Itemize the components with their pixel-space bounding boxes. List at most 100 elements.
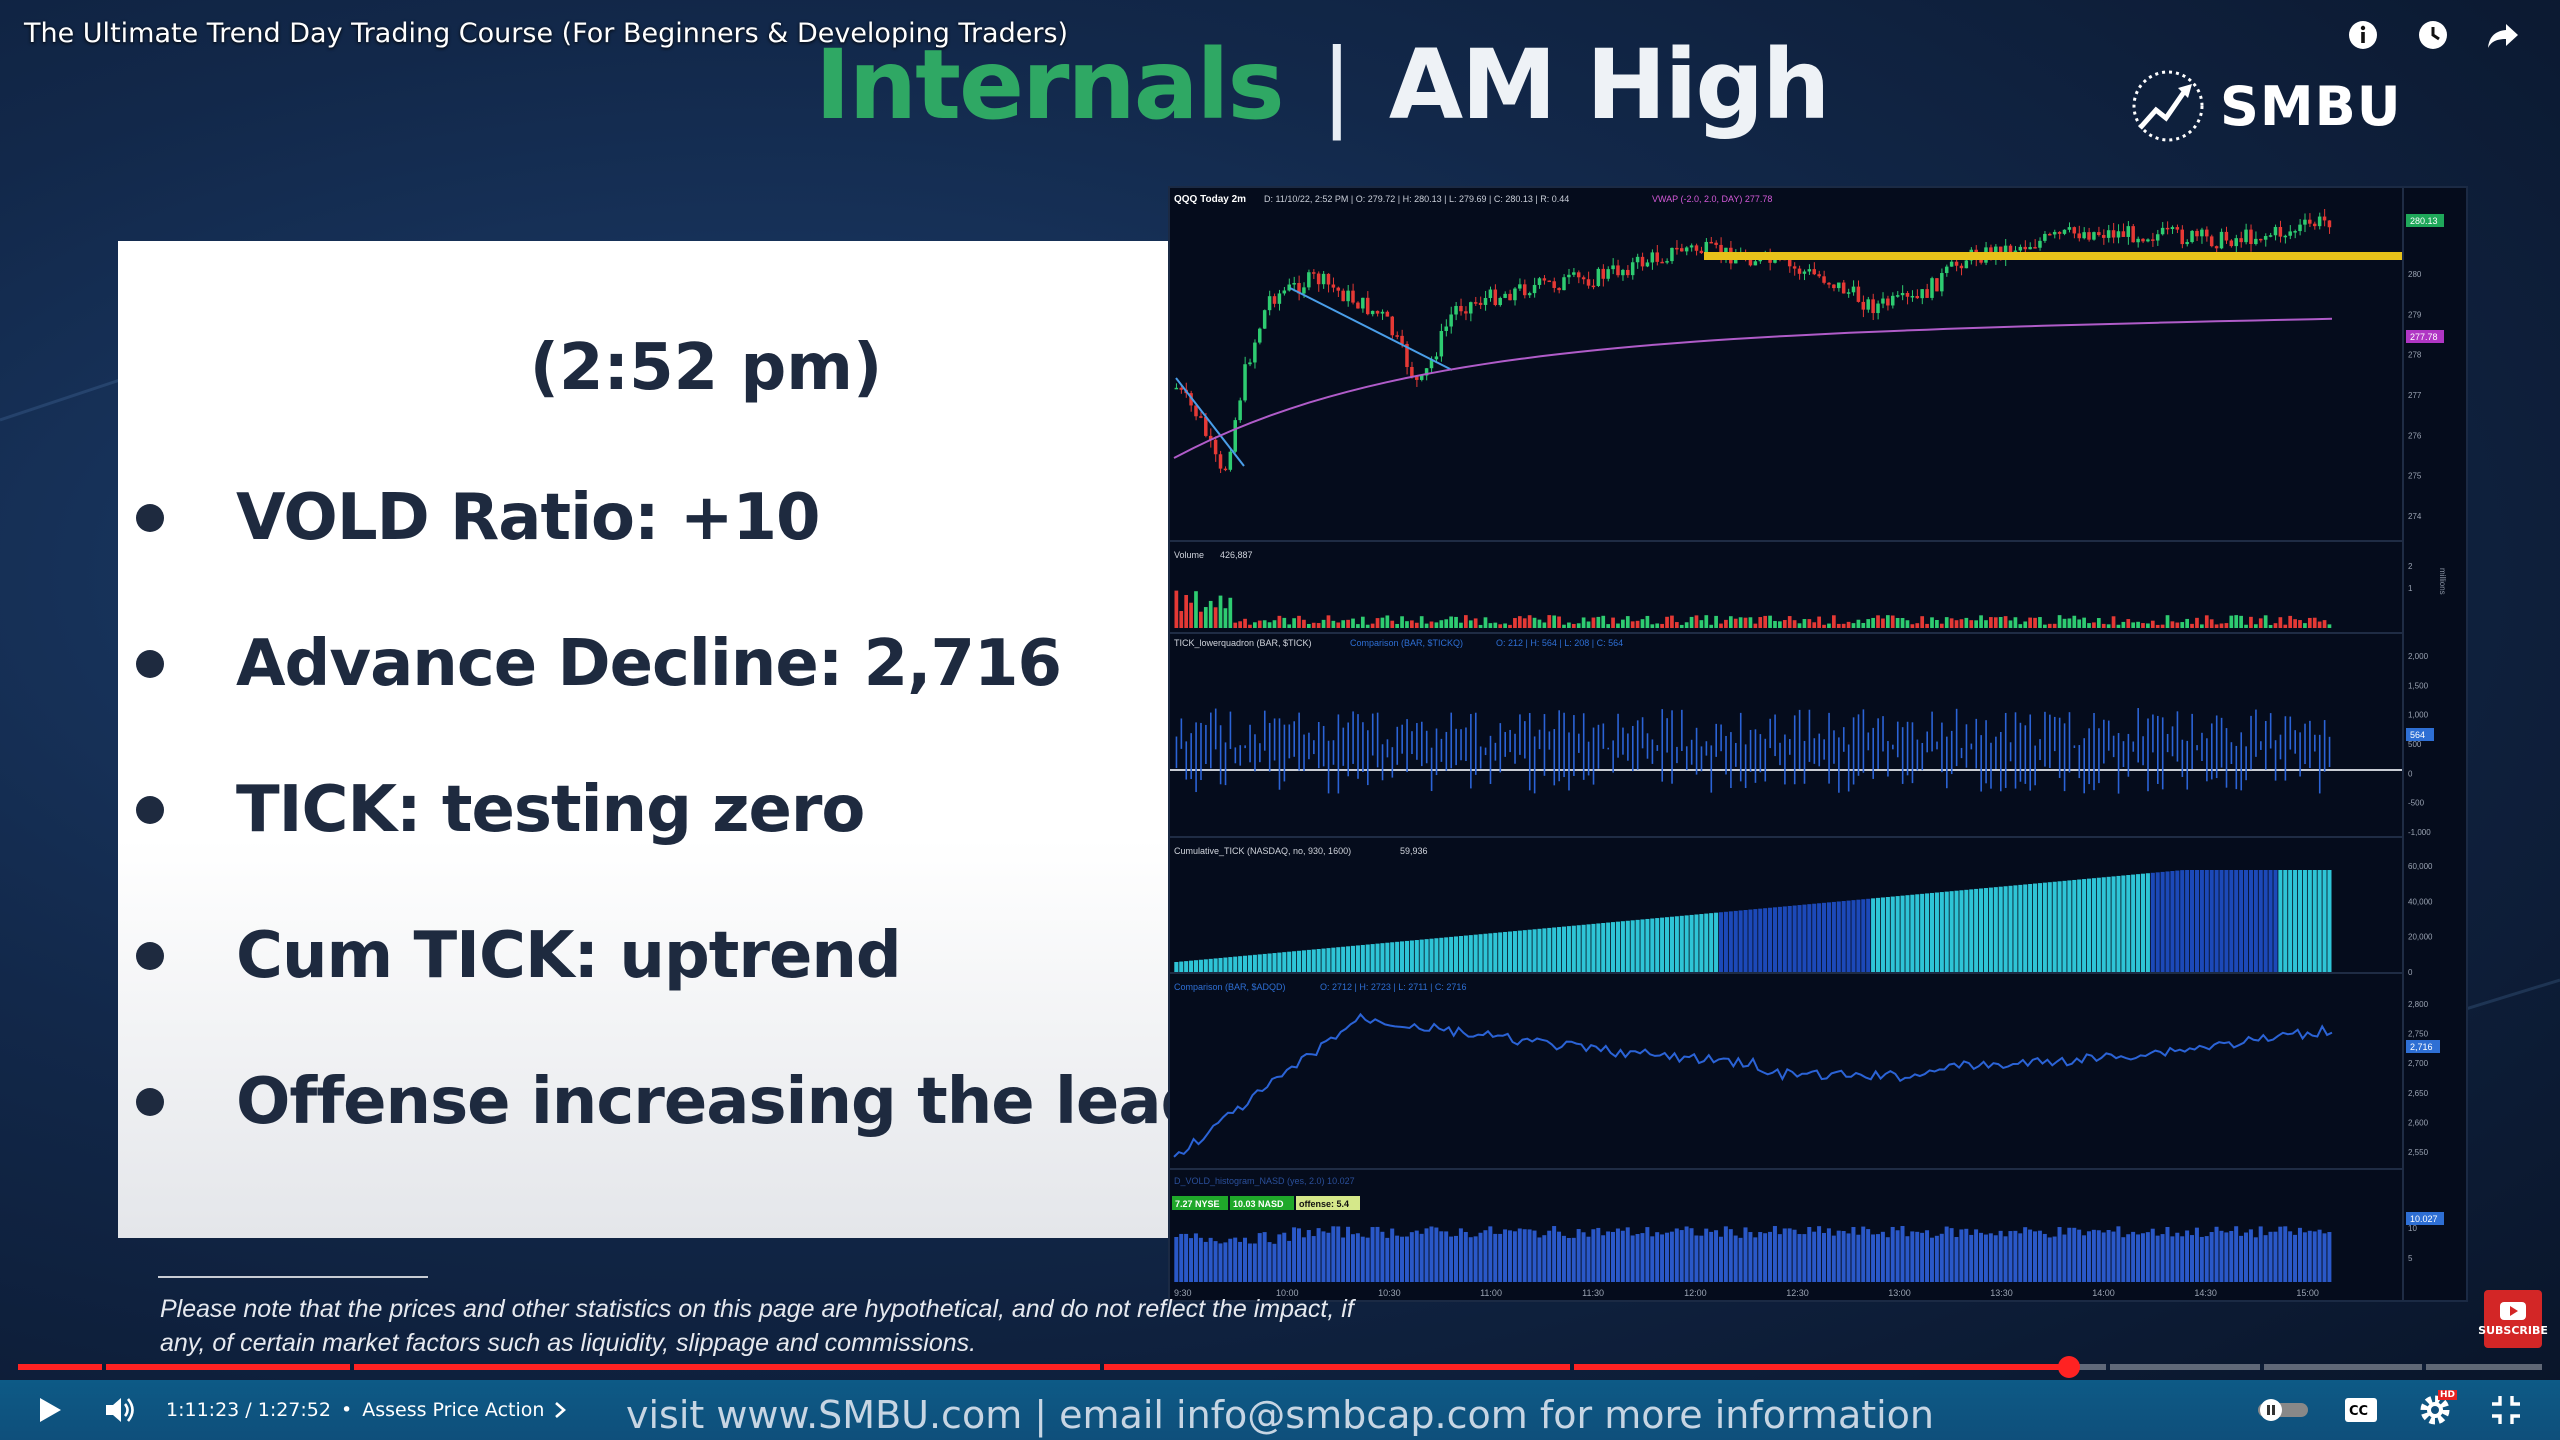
vold-bar [2219,1230,2224,1282]
candle-body [1537,278,1542,285]
volume-bar [2146,623,2150,628]
vold-bar [2170,1236,2175,1282]
volume-bar [1969,620,1974,628]
cum-tick-bar [2297,870,2303,972]
smbu-logo-mark [2132,70,2204,142]
vold-bar [1301,1237,1306,1282]
candle-body [1346,290,1350,302]
candle-body [1518,284,1522,289]
candle-body [2111,230,2116,238]
cum-tick-bar [1856,899,1861,972]
cum-tick-bar [2278,870,2283,972]
volume-bar [2141,623,2145,628]
autoplay-toggle[interactable] [2256,1390,2310,1430]
volume-bar [1596,616,1601,628]
volume-bar [2052,623,2057,628]
cum-tick-bar [1424,939,1429,972]
ad-tag-text: 2,716 [2410,1042,2433,1052]
cum-tick-bar [2116,875,2121,972]
cum-tick-bar [1331,947,1336,972]
candle-body [1228,451,1233,470]
vold-bar [1817,1226,1822,1282]
vold-bar [2101,1232,2106,1282]
vold-bar [1242,1237,1248,1282]
vold-bar [1998,1230,2003,1282]
cum-tick-bar [1277,952,1282,972]
cum-tick-bar [1998,886,2003,972]
exit-fullscreen-button[interactable] [2490,1390,2522,1430]
play-button[interactable] [34,1390,64,1430]
vold-bar [1247,1243,1252,1282]
chapter-marker [102,1364,106,1370]
cum-tick-bar [1768,907,1773,972]
volume-bar [1841,623,1846,628]
volume-bar [1709,624,1714,628]
volume-bar [1719,623,1723,628]
vold-bar [1777,1234,1782,1282]
vold-bar [2140,1233,2145,1282]
candle-body [1415,376,1419,380]
vold-bar [1503,1229,1508,1282]
volume-bar [2062,618,2067,628]
progress-bar[interactable] [18,1356,2542,1378]
info-icon[interactable] [2346,18,2380,52]
candle-body [2170,227,2175,229]
share-icon[interactable] [2486,18,2520,52]
cum-tick-bar [1684,915,1689,972]
volume-bar [2150,620,2155,628]
watch-later-icon[interactable] [2416,18,2450,52]
cum-tick-bar [1561,926,1567,972]
candle-body [1665,261,1669,263]
vold-bar [2175,1232,2180,1282]
subscribe-button[interactable]: SUBSCRIBE [2478,1290,2548,1348]
vold-bar [1483,1230,1488,1282]
footer-text: visit www.SMBU.com | email info@smbcap.c… [625,1393,1935,1437]
volume-bar [2092,622,2096,628]
volume-button[interactable] [104,1390,138,1430]
candle-body [1616,265,1620,276]
cum-tick-bar [1238,956,1243,972]
cum-tick-bar [1517,930,1522,972]
vold-bar [2160,1234,2165,1282]
settings-button[interactable]: HD [2418,1390,2458,1430]
chart-header-stats: D: 11/10/22, 2:52 PM | O: 279.72 | H: 28… [1264,194,1569,204]
cum-tick-bar [1581,924,1586,972]
volume-bar [1449,616,1453,628]
cum-tick-bar [1979,888,1984,972]
candle-body [1954,261,1959,266]
candle-body [2116,231,2121,238]
volume-bar [2101,623,2106,628]
volume-bar [2096,618,2101,628]
exit-fullscreen-icon [2492,1396,2520,1424]
cum-tick-bar [1262,953,1267,972]
volume-bar [1655,623,1660,628]
vold-bar [1797,1234,1802,1282]
candle-body [1213,439,1218,455]
vold-bar [2194,1227,2199,1282]
cum-tick-bar [2317,870,2322,972]
cum-tick-bar [2032,883,2038,972]
volume-bar [2219,623,2224,628]
chapter-title[interactable]: Assess Price Action [362,1399,545,1421]
time-axis-tick-label: 11:00 [1480,1288,1502,1298]
vold-bar [1252,1243,1257,1282]
volume-bar [2018,624,2023,628]
candle-body [2126,226,2131,237]
vold-bar [1208,1237,1213,1282]
candle-body [1233,420,1237,452]
vold-bar [2096,1230,2101,1282]
volume-bar [2190,623,2194,628]
cum-tick-bar [1851,900,1856,972]
volume-bar [2136,621,2140,628]
candle-body [1405,343,1409,367]
cum-tick-bar [2239,870,2244,972]
chevron-right-icon[interactable] [552,1400,568,1420]
cum-tick-bar [2268,870,2273,972]
volume-bar [1822,624,1826,628]
captions-button[interactable]: CC [2344,1390,2378,1430]
candle-body [1704,241,1709,254]
volume-bar [1405,621,1409,628]
progress-scrubber[interactable] [2057,1356,2080,1378]
candle-body [1719,244,1723,257]
